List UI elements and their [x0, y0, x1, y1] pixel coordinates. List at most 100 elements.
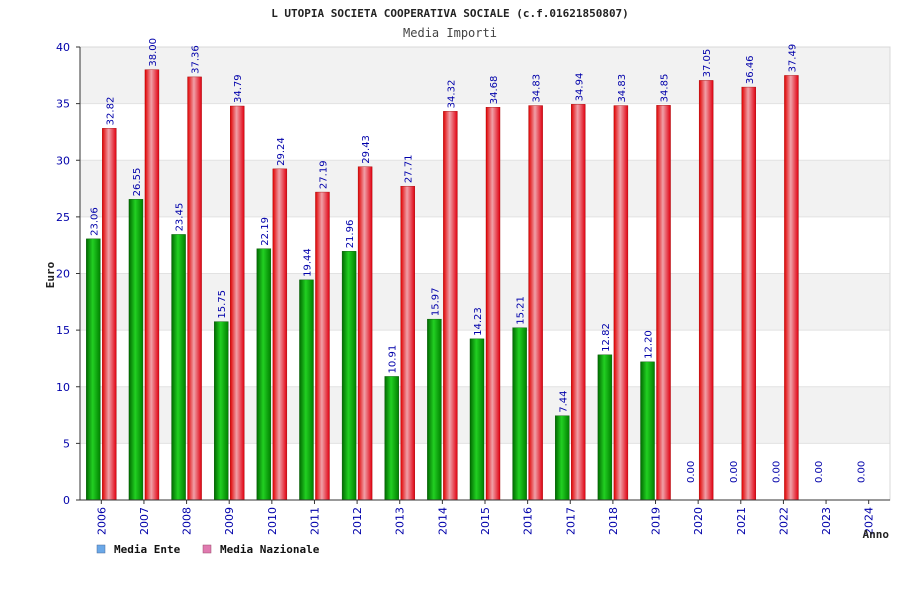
value-label: 15.21 — [516, 296, 527, 325]
x-tick-label: 2011 — [308, 507, 321, 535]
bar-media-nazionale — [315, 191, 330, 501]
value-label: 0.00 — [771, 461, 782, 483]
chart-title: L UTOPIA SOCIETA COOPERATIVA SOCIALE (c.… — [271, 7, 629, 20]
value-label: 32.82 — [105, 97, 116, 126]
value-label: 27.19 — [318, 160, 329, 189]
x-tick-label: 2020 — [692, 507, 705, 535]
x-tick-label: 2016 — [522, 507, 535, 535]
y-axis: 0 5 10 15 20 25 30 35 40 — [56, 41, 81, 507]
value-label: 34.79 — [233, 74, 244, 103]
y-tick-label: 35 — [56, 98, 70, 111]
bar-media-ente — [171, 234, 186, 501]
y-tick-label: 25 — [56, 211, 70, 224]
x-axis-title: Anno — [863, 528, 890, 541]
bar-media-ente — [427, 318, 442, 501]
value-label: 21.96 — [345, 220, 356, 249]
bar-media-nazionale — [187, 76, 202, 501]
x-tick-label: 2009 — [223, 507, 236, 535]
value-label: 37.36 — [191, 45, 202, 74]
value-label: 34.32 — [446, 80, 457, 109]
bar-media-nazionale — [357, 166, 373, 501]
bar-media-nazionale — [741, 86, 756, 501]
value-label: 15.75 — [217, 290, 228, 319]
x-tick-label: 2010 — [266, 507, 279, 535]
x-tick-label: 2024 — [863, 507, 876, 535]
value-label: 0.00 — [857, 461, 868, 483]
value-label: 34.68 — [489, 76, 500, 105]
bar-media-ente — [640, 361, 655, 501]
y-tick-label: 30 — [56, 154, 70, 167]
bar-media-nazionale — [784, 75, 799, 501]
bar-media-nazionale — [571, 104, 586, 501]
x-tick-label: 2018 — [607, 507, 620, 535]
value-label: 19.44 — [302, 248, 313, 277]
y-axis-title: Euro — [44, 261, 57, 288]
value-label: 29.43 — [361, 135, 372, 164]
bar-media-nazionale — [656, 105, 671, 501]
bar-media-nazionale — [102, 128, 117, 501]
value-label: 36.46 — [745, 55, 756, 84]
bar-media-ente — [512, 327, 527, 501]
x-tick-label: 2015 — [479, 507, 492, 535]
value-label: 38.00 — [148, 38, 159, 67]
y-tick-label: 15 — [56, 324, 70, 337]
bar-media-nazionale — [272, 168, 288, 501]
value-label: 37.49 — [787, 44, 798, 73]
value-label: 34.94 — [574, 73, 585, 102]
bar-media-ente — [128, 199, 144, 501]
x-tick-label: 2012 — [351, 507, 364, 535]
x-tick-label: 2017 — [564, 507, 577, 535]
bar-media-ente — [256, 248, 272, 501]
legend-label-media-ente: Media Ente — [114, 543, 181, 556]
value-label: 22.19 — [260, 217, 271, 246]
x-tick-label: 2021 — [735, 507, 748, 535]
x-tick-label: 2006 — [95, 507, 108, 535]
x-tick-label: 2013 — [394, 507, 407, 535]
value-label: 37.05 — [702, 49, 713, 78]
y-tick-label: 5 — [63, 437, 70, 450]
value-label: 0.00 — [686, 461, 697, 483]
bar-media-ente — [555, 415, 570, 501]
bar-media-nazionale — [698, 80, 714, 501]
value-label: 0.00 — [729, 461, 740, 483]
value-label: 27.71 — [404, 155, 415, 184]
value-label: 14.23 — [473, 307, 484, 336]
y-tick-label: 20 — [56, 268, 70, 281]
y-tick-label: 0 — [63, 494, 70, 507]
y-tick-label: 40 — [56, 41, 70, 54]
bar-media-ente — [469, 338, 485, 501]
value-label: 15.97 — [430, 287, 441, 316]
bar-media-ente — [384, 376, 399, 501]
value-label: 26.55 — [132, 168, 143, 197]
x-tick-label: 2007 — [138, 507, 151, 535]
bar-media-nazionale — [144, 69, 160, 501]
bar-media-ente — [299, 279, 314, 501]
legend-swatch-media-nazionale — [202, 544, 212, 554]
bar-media-nazionale — [230, 105, 245, 501]
value-label: 0.00 — [814, 461, 825, 483]
x-tick-label: 2008 — [181, 507, 194, 535]
value-label: 12.82 — [601, 323, 612, 352]
value-label: 23.06 — [89, 207, 100, 236]
legend: Media Ente Media Nazionale — [96, 543, 320, 556]
chart-subtitle: Media Importi — [403, 26, 497, 40]
value-label: 10.91 — [388, 345, 399, 374]
legend-label-media-nazionale: Media Nazionale — [220, 543, 320, 556]
bar-media-nazionale — [528, 105, 543, 501]
value-label: 12.20 — [644, 330, 655, 359]
bar-media-ente — [597, 354, 613, 501]
value-labels: 23.06 26.55 23.45 15.75 22.19 19.44 21.96 10.91… — [89, 38, 867, 483]
value-label: 34.85 — [660, 74, 671, 103]
bar-media-nazionale — [613, 105, 629, 501]
value-label: 7.44 — [558, 390, 569, 412]
y-tick-label: 10 — [56, 381, 70, 394]
bar-media-ente — [86, 238, 101, 501]
bar-media-nazionale — [443, 111, 458, 501]
bars — [86, 69, 799, 501]
bar-media-nazionale — [400, 185, 415, 501]
value-label: 29.24 — [276, 137, 287, 166]
x-tick-label: 2014 — [436, 507, 449, 535]
legend-swatch-media-ente — [96, 544, 106, 554]
bar-media-ente — [341, 251, 357, 501]
